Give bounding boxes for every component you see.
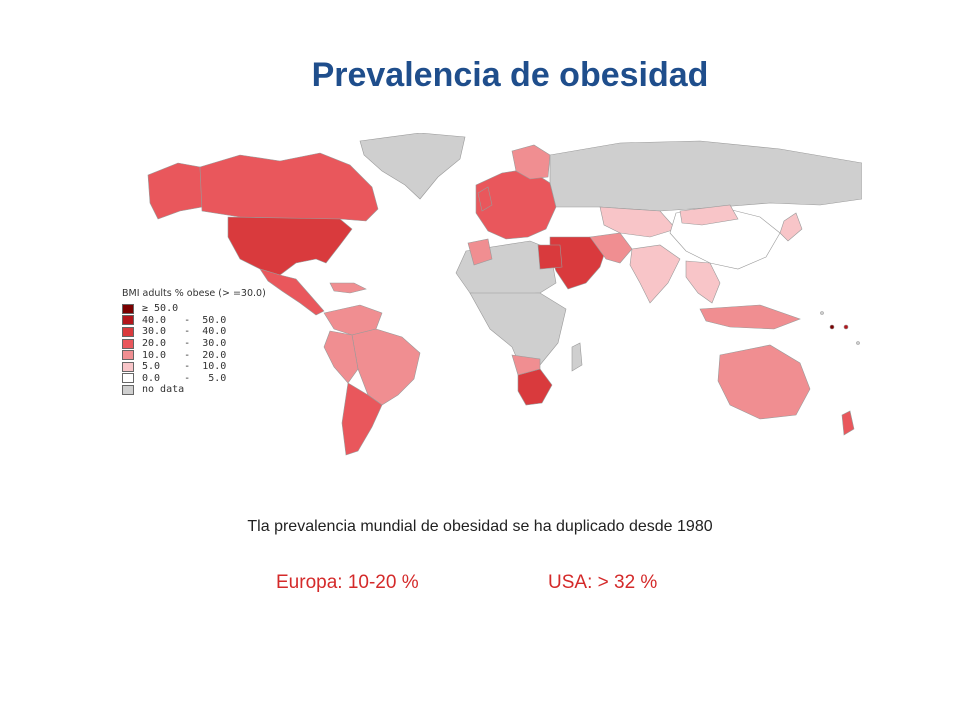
region-central-asia (599, 206, 677, 238)
region-mongolia (679, 204, 739, 226)
region-pacific-island (820, 311, 824, 315)
page-title: Prevalencia de obesidad (311, 56, 709, 94)
legend-swatch (122, 315, 134, 326)
region-indonesia (699, 304, 801, 330)
legend-item: 40.0 - 50.0 (122, 315, 240, 327)
caption: Tla prevalencia mundial de obesidad se h… (247, 518, 713, 535)
region-brazil (351, 328, 421, 406)
legend-title: BMI adults % obese (> =30.0) (122, 288, 266, 299)
region-morocco (467, 238, 493, 266)
europe-stat: Europa: 10-20 % (276, 572, 419, 593)
legend-swatch (122, 338, 134, 349)
legend-swatch (122, 361, 134, 372)
legend-item: no data (122, 384, 240, 396)
legend-swatch (122, 350, 134, 361)
region-peru (323, 330, 359, 384)
region-russia (549, 140, 862, 212)
region-iran (589, 232, 633, 264)
region-namibia (511, 354, 541, 376)
legend-label: 0.0 - 5.0 (142, 372, 227, 384)
world-obesity-map: BMI adults % obese (> =30.0) ≥ 50.0 40.0… (120, 133, 862, 460)
legend-item: 10.0 - 20.0 (122, 349, 240, 361)
world-map-graphic (147, 133, 862, 456)
region-southeast-asia (685, 260, 721, 304)
region-mexico (259, 268, 325, 316)
region-india (629, 244, 681, 304)
legend-swatch (122, 384, 134, 395)
region-madagascar (571, 342, 583, 372)
map-legend: BMI adults % obese (> =30.0) ≥ 50.0 40.0… (122, 288, 266, 396)
region-japan (779, 212, 803, 242)
legend-label: 40.0 - 50.0 (142, 314, 227, 326)
region-canada (199, 152, 379, 222)
legend-item: 5.0 - 10.0 (122, 361, 240, 373)
legend-label: 5.0 - 10.0 (142, 361, 227, 373)
legend-label: 30.0 - 40.0 (142, 326, 227, 338)
region-scandinavia (511, 144, 551, 180)
region-new-zealand (841, 410, 855, 436)
region-caribbean (329, 282, 367, 294)
legend-label: no data (142, 384, 185, 396)
legend-label: ≥ 50.0 (142, 303, 179, 315)
legend-swatch (122, 326, 134, 337)
region-pacific-island (843, 324, 849, 330)
region-usa (227, 216, 353, 276)
usa-stat: USA: > 32 % (548, 572, 658, 593)
region-egypt (537, 244, 563, 270)
legend-swatch (122, 303, 134, 314)
legend-item: 20.0 - 30.0 (122, 338, 240, 350)
region-australia (717, 344, 811, 420)
region-south-africa (517, 368, 553, 406)
legend-item: 30.0 - 40.0 (122, 326, 240, 338)
region-uk (477, 186, 493, 212)
region-argentina (341, 382, 383, 456)
legend-item: ≥ 50.0 (122, 303, 240, 315)
region-pacific-island (829, 324, 835, 330)
legend-label: 20.0 - 30.0 (142, 338, 227, 350)
region-greenland (359, 133, 466, 200)
region-alaska (147, 162, 203, 220)
legend-swatch (122, 373, 134, 384)
legend-item: 0.0 - 5.0 (122, 373, 240, 385)
legend-label: 10.0 - 20.0 (142, 349, 227, 361)
region-pacific-island (856, 341, 860, 345)
